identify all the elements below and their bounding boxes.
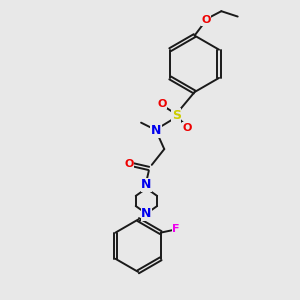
Text: N: N bbox=[141, 207, 152, 220]
Text: N: N bbox=[151, 124, 161, 137]
Text: S: S bbox=[172, 109, 181, 122]
Text: O: O bbox=[183, 123, 192, 133]
Text: O: O bbox=[201, 15, 211, 25]
Text: O: O bbox=[157, 99, 167, 109]
Text: O: O bbox=[124, 159, 134, 169]
Text: N: N bbox=[141, 178, 152, 191]
Text: F: F bbox=[172, 224, 180, 234]
